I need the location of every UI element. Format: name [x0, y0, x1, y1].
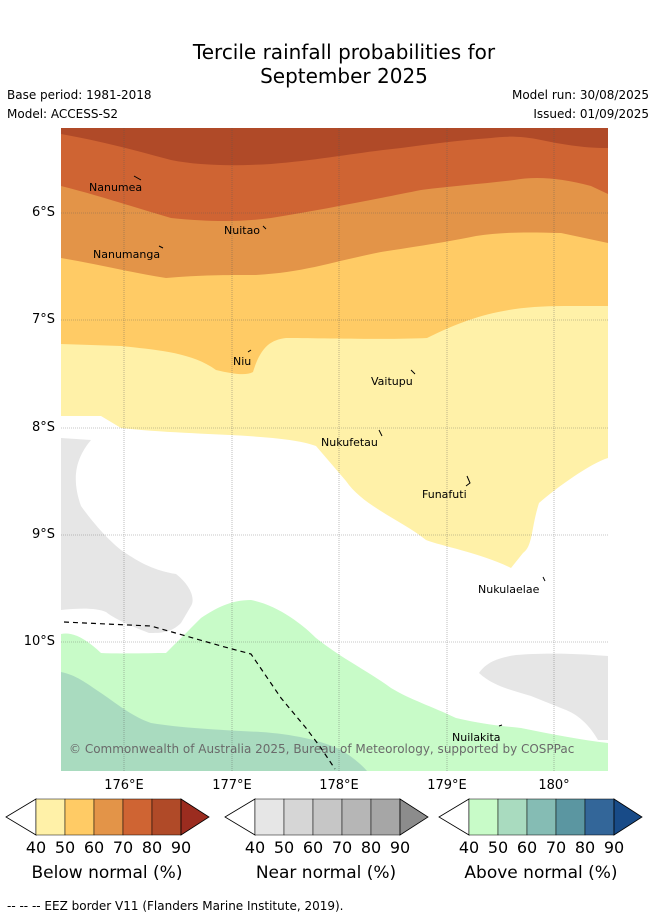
colorbar-over-triangle	[180, 798, 210, 836]
colorbar-tick-label: 70	[331, 838, 353, 857]
colorbar-tick-label: 80	[360, 838, 382, 857]
colorbar-tick-label: 40	[458, 838, 480, 857]
niu-island	[247, 349, 252, 353]
model-run: Model run: 30/08/2025	[511, 88, 649, 102]
above-normal-40-region	[61, 600, 608, 771]
colorbar-segment	[35, 798, 66, 836]
label-nanumanga: Nanumanga	[93, 248, 160, 261]
issued-date: Issued: 01/09/2025	[533, 107, 649, 121]
colorbar-tick-label: 60	[302, 838, 324, 857]
near-normal-40-region-east	[479, 653, 608, 740]
colorbar-segment	[254, 798, 285, 836]
nukulaelae-island	[542, 576, 546, 582]
base-period: Base period: 1981-2018	[7, 88, 152, 102]
colorbar-tick-label: 80	[574, 838, 596, 857]
lon-label-178e: 178°E	[319, 778, 359, 793]
lat-label-7s: 7°S	[31, 312, 55, 327]
label-nukulaelae: Nukulaelae	[478, 583, 540, 596]
model-name: Model: ACCESS-S2	[7, 107, 119, 121]
lon-label-179e: 179°E	[427, 778, 467, 793]
lon-label-176e: 176°E	[104, 778, 144, 793]
colorbar-tick-label: 50	[54, 838, 76, 857]
colorbar-tick-label: 90	[389, 838, 411, 857]
colorbar-title-above-normal: Above normal (%)	[464, 863, 618, 883]
colorbar-under-triangle	[438, 798, 470, 836]
colorbar-below-normal	[5, 798, 210, 836]
colorbar-over-triangle	[399, 798, 429, 836]
lat-label-6s: 6°S	[31, 205, 55, 220]
colorbar-near-normal	[224, 798, 429, 836]
funafuti-island	[465, 475, 471, 487]
colorbar-tick-label: 50	[273, 838, 295, 857]
colorbar-segment	[468, 798, 499, 836]
label-nanumea: Nanumea	[89, 181, 142, 194]
colorbar-tick-label: 70	[545, 838, 567, 857]
colorbar-title-near-normal: Near normal (%)	[255, 863, 397, 883]
rainfall-map: Nanumea Nuitao Nanumanga Niu Vaitupu Nuk…	[61, 128, 608, 771]
eez-border-line	[63, 621, 336, 770]
nanumanga-island	[158, 245, 164, 249]
lat-label-9s: 9°S	[31, 527, 55, 542]
colorbar-tick-label: 90	[603, 838, 625, 857]
title-line-1: Tercile rainfall probabilities for	[192, 40, 496, 64]
colorbar-tick-label: 40	[25, 838, 47, 857]
colorbar-tick-label: 40	[244, 838, 266, 857]
colorbar-tick-label: 70	[112, 838, 134, 857]
colorbar-segment	[341, 798, 372, 836]
colorbar-segment	[151, 798, 182, 836]
colorbar-segment	[497, 798, 528, 836]
below-normal-80-region	[61, 128, 608, 166]
colorbar-segment	[93, 798, 124, 836]
lat-label-10s: 10°S	[23, 634, 55, 649]
colorbar-tick-label: 90	[170, 838, 192, 857]
label-nukufetau: Nukufetau	[321, 436, 378, 449]
colorbar-over-triangle	[613, 798, 643, 836]
label-nuitao: Nuitao	[224, 224, 260, 237]
colorbar-title-below-normal: Below normal (%)	[31, 863, 183, 883]
colorbar-tick-label: 60	[516, 838, 538, 857]
colorbar-under-triangle	[5, 798, 37, 836]
colorbar-segment	[283, 798, 314, 836]
colorbar-above-normal	[438, 798, 643, 836]
above-normal-50-region	[61, 672, 367, 771]
label-niu: Niu	[233, 355, 251, 368]
label-funafuti: Funafuti	[422, 488, 467, 501]
nuitao-island	[262, 225, 267, 230]
lat-label-8s: 8°S	[31, 420, 55, 435]
colorbar-segment	[370, 798, 401, 836]
vaitupu-island	[410, 369, 416, 375]
colorbars	[5, 798, 643, 836]
colorbar-segment	[122, 798, 153, 836]
nukufetau-island	[378, 429, 383, 437]
nanumea-island	[133, 175, 142, 181]
nuilakita-island	[498, 724, 503, 727]
colorbar-under-triangle	[224, 798, 256, 836]
colorbar-segment	[312, 798, 343, 836]
map-title: Tercile rainfall probabilities for Septe…	[0, 40, 655, 88]
colorbar-segment	[584, 798, 615, 836]
near-normal-40-region-west	[61, 438, 193, 633]
title-line-2: September 2025	[260, 64, 428, 88]
colorbar-segment	[64, 798, 95, 836]
eez-legend-footer: -- -- -- EEZ border V11 (Flanders Marine…	[7, 899, 344, 913]
label-vaitupu: Vaitupu	[371, 375, 413, 388]
copyright-notice: © Commonwealth of Australia 2025, Bureau…	[69, 742, 574, 756]
label-nuilakita: Nuilakita	[452, 731, 501, 744]
colorbar-tick-label: 60	[83, 838, 105, 857]
island-shapes	[133, 175, 546, 727]
lon-label-177e: 177°E	[212, 778, 252, 793]
colorbar-tick-label: 80	[141, 838, 163, 857]
lon-label-180: 180°	[538, 778, 570, 793]
colorbar-tick-label: 50	[487, 838, 509, 857]
colorbar-segment	[555, 798, 586, 836]
colorbar-segment	[526, 798, 557, 836]
